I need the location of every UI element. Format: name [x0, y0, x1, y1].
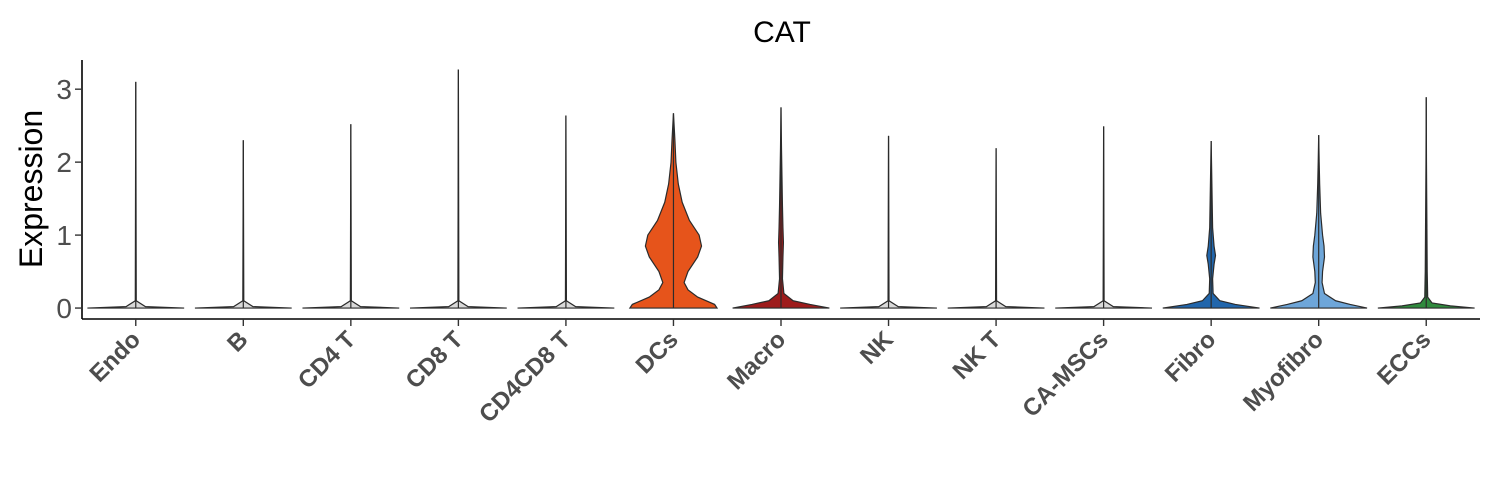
chart-title: CAT — [753, 16, 811, 49]
x-tick-label-dcs: DCs — [631, 326, 684, 379]
violins-group — [87, 69, 1475, 309]
x-tick-label-fibro: Fibro — [1160, 326, 1222, 388]
y-axis-label: Expression — [13, 110, 49, 268]
x-tick-label-b: B — [222, 326, 253, 357]
x-tick-label-cd8-t: CD8 T — [401, 326, 469, 394]
y-axis: 0 1 2 3 — [56, 60, 83, 324]
x-tick-label-myofibro: Myofibro — [1238, 326, 1329, 417]
x-tick-label-ca-mscs: CA-MSCs — [1017, 326, 1113, 422]
y-tick-label: 3 — [56, 74, 72, 105]
x-tick-label-cd4-t: CD4 T — [293, 326, 361, 394]
y-tick-label: 1 — [56, 220, 72, 251]
y-tick-label: 0 — [56, 293, 72, 324]
x-tick-label-cd4cd8-t: CD4CD8 T — [474, 326, 576, 428]
y-tick-label: 2 — [56, 147, 72, 178]
x-tick-label-endo: Endo — [84, 326, 146, 388]
x-tick-label-nk-t: NK T — [948, 326, 1007, 385]
x-tick-label-eccs: ECCs — [1372, 326, 1436, 390]
x-tick-label-nk: NK — [855, 326, 899, 370]
x-tick-label-macro: Macro — [722, 326, 791, 395]
x-axis: Endo B CD4 T CD8 T CD4CD8 T DCs Macro NK NK T CA-… — [82, 318, 1480, 428]
